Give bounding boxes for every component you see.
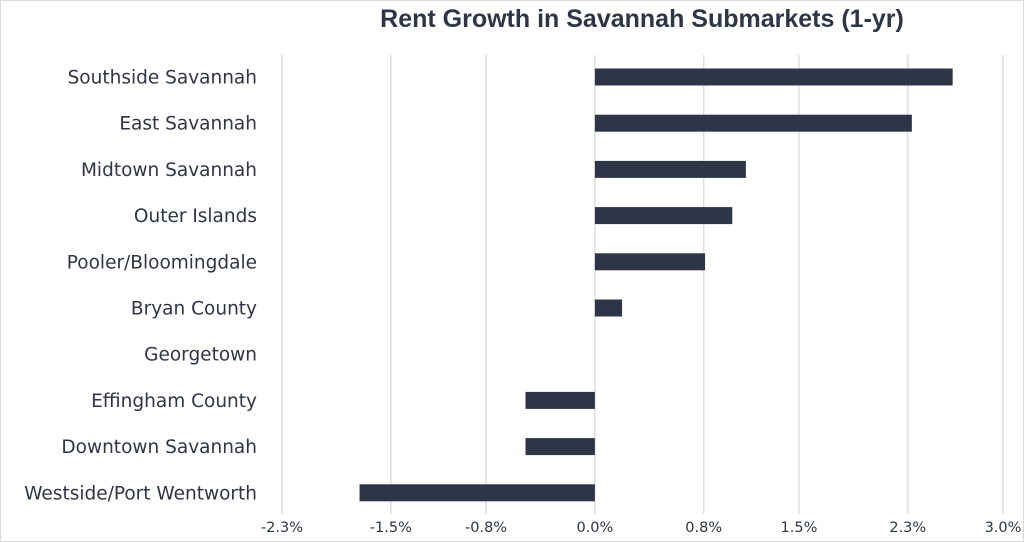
x-tick-label: 0.0%: [576, 520, 613, 536]
category-label: Midtown Savannah: [81, 160, 257, 181]
bar: [525, 438, 595, 456]
x-tick-label: 2.3%: [889, 520, 926, 536]
category-labels: Southside Savannah East Savannah Midtown S…: [24, 68, 257, 505]
x-tick-label: -2.3%: [261, 520, 303, 536]
category-label: Outer Islands: [134, 206, 257, 227]
category-label: Pooler/Bloomingdale: [67, 252, 257, 273]
x-axis-tick-labels: -2.3% -1.5% -0.8% 0.0% 0.8% 1.5% 2.3% 3.0%: [261, 520, 1021, 536]
x-tick-label: 3.0%: [985, 520, 1022, 536]
category-label: Georgetown: [144, 345, 257, 366]
bar: [594, 207, 733, 225]
category-label: Bryan County: [131, 299, 257, 320]
bar: [594, 253, 706, 271]
category-label: East Savannah: [119, 114, 257, 135]
x-tick-label: 1.5%: [781, 520, 818, 536]
bar: [525, 391, 595, 409]
x-tick-label: -0.8%: [465, 520, 507, 536]
category-label: Effingham County: [91, 391, 257, 412]
x-tick-label: -1.5%: [370, 520, 412, 536]
category-label: Westside/Port Wentworth: [24, 483, 257, 504]
bar: [594, 299, 623, 317]
x-tick-label: 0.8%: [685, 520, 722, 536]
bar: [594, 68, 953, 86]
category-label: Downtown Savannah: [61, 437, 257, 458]
bar: [594, 160, 746, 178]
bar: [594, 114, 912, 132]
category-label: Southside Savannah: [68, 68, 257, 89]
bar: [359, 484, 595, 502]
chart-title: Rent Growth in Savannah Submarkets (1-yr…: [380, 5, 904, 33]
bars: [359, 68, 953, 502]
